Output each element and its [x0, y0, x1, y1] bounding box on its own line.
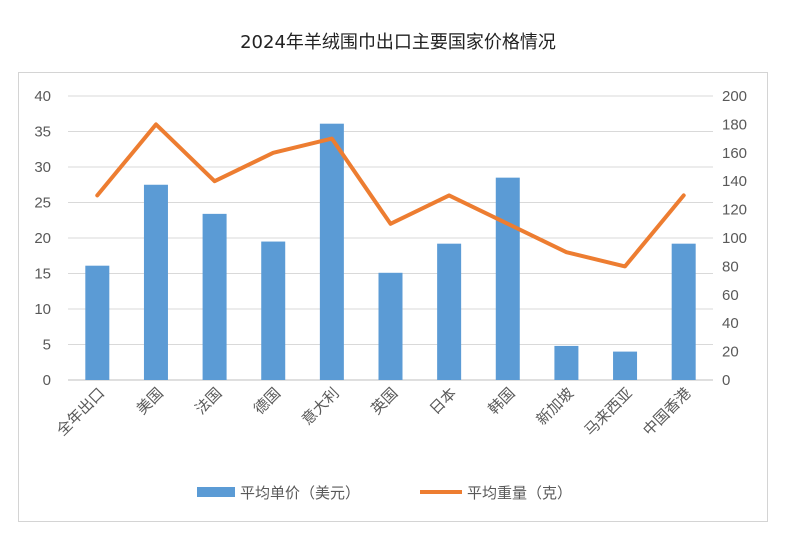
- bar: [143, 184, 168, 380]
- category-label: 英国: [367, 384, 401, 418]
- left-tick-label: 15: [34, 266, 51, 283]
- left-tick-label: 10: [34, 301, 51, 318]
- bar: [613, 351, 638, 380]
- line-series-path: [95, 122, 686, 269]
- right-tick-label: 120: [722, 202, 747, 219]
- bar: [261, 241, 286, 380]
- bar: [495, 177, 520, 380]
- bar: [671, 243, 696, 380]
- right-tick-label: 20: [722, 344, 739, 361]
- left-axis-ticks: 0 5 10 15 20 25 30 35 40: [34, 88, 51, 389]
- legend-line-label: 平均重量（克）: [467, 484, 572, 502]
- line-series: [95, 122, 686, 269]
- left-tick-label: 35: [34, 124, 51, 141]
- bar: [85, 265, 110, 380]
- bar: [202, 213, 227, 380]
- category-label: 韩国: [485, 384, 519, 418]
- category-label: 中国香港: [639, 384, 694, 439]
- right-tick-label: 200: [722, 88, 747, 105]
- bar: [437, 243, 462, 380]
- category-label: 日本: [426, 384, 460, 418]
- legend: 平均单价（美元） 平均重量（克）: [197, 484, 572, 502]
- right-tick-label: 60: [722, 287, 739, 304]
- left-tick-label: 5: [43, 337, 51, 354]
- category-labels: 全年出口 美国 法国 德国 意大利 英国 日本 韩国 新加坡 马来西亚 中国香港: [53, 384, 695, 439]
- right-axis-ticks: 0 20 40 60 80 100 120 140 160 180 200: [722, 88, 747, 389]
- category-label: 新加坡: [533, 384, 578, 429]
- category-label: 意大利: [298, 384, 343, 429]
- right-tick-label: 140: [722, 173, 747, 190]
- bar-series: [85, 123, 696, 380]
- right-tick-label: 0: [722, 372, 730, 389]
- legend-bar-swatch: [197, 487, 235, 497]
- category-label: 德国: [250, 384, 284, 418]
- category-label: 马来西亚: [581, 384, 636, 439]
- chart-frame: [18, 72, 768, 522]
- right-tick-label: 160: [722, 145, 747, 162]
- bar: [319, 123, 344, 380]
- right-tick-label: 40: [722, 315, 739, 332]
- left-tick-label: 25: [34, 195, 51, 212]
- chart-title: 2024年羊绒围巾出口主要国家价格情况: [240, 32, 556, 53]
- category-label: 美国: [133, 384, 167, 418]
- bar: [554, 345, 579, 380]
- left-tick-label: 40: [34, 88, 51, 105]
- right-tick-label: 80: [722, 258, 739, 275]
- left-tick-label: 20: [34, 230, 51, 247]
- left-tick-label: 30: [34, 159, 51, 176]
- right-tick-label: 100: [722, 230, 747, 247]
- category-label: 全年出口: [53, 384, 108, 439]
- left-tick-label: 0: [43, 372, 51, 389]
- right-tick-label: 180: [722, 116, 747, 133]
- category-label: 法国: [191, 384, 225, 418]
- bar: [378, 272, 403, 380]
- legend-bar-label: 平均单价（美元）: [240, 484, 360, 502]
